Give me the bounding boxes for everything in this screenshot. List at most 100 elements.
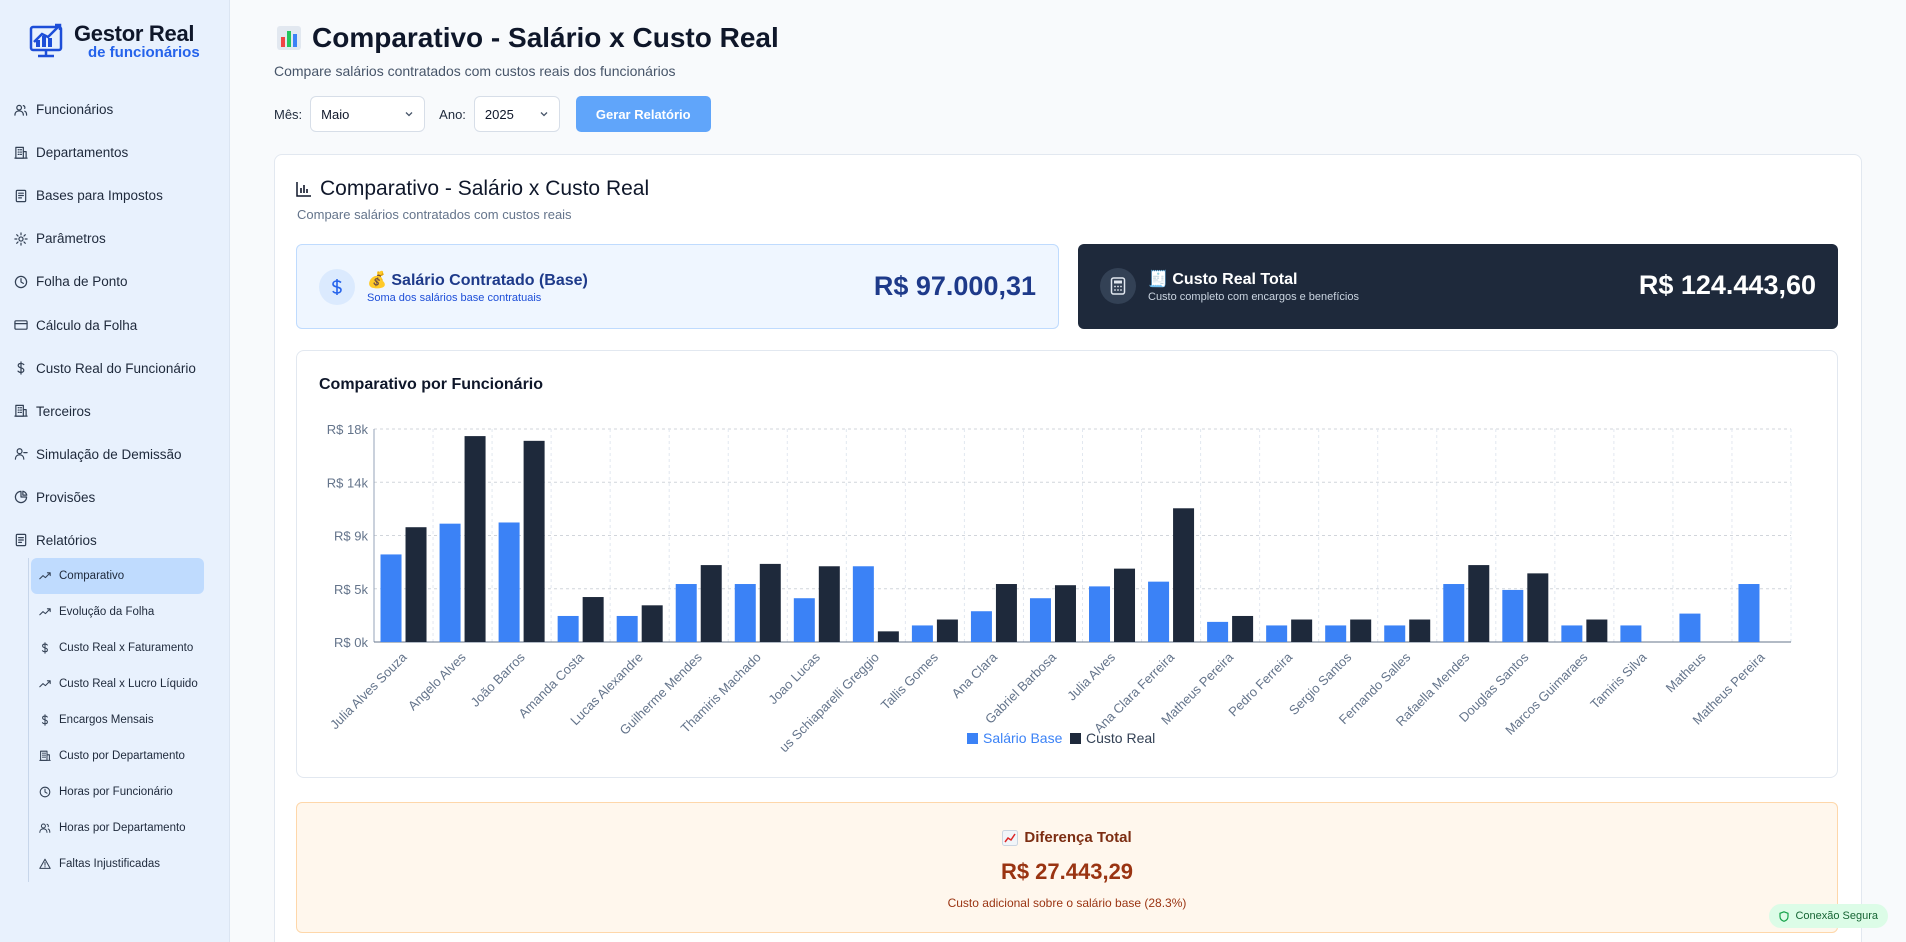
salario-base-bar[interactable] [1384,625,1406,642]
report-item-label: Encargos Mensais [59,714,154,726]
salario-base-bar[interactable] [1443,584,1465,642]
custo-real-bar[interactable] [1291,619,1313,642]
sidebar-item-label: Simulação de Demissão [36,446,182,462]
bar-chart-icon [296,182,311,197]
chevron-down-icon [405,112,413,117]
custo-real-bar[interactable] [1054,585,1076,642]
custo-real-bar[interactable] [995,584,1017,642]
report-item-custo-por-departamento[interactable]: Custo por Departamento [31,738,204,774]
salario-base-bar[interactable] [1620,625,1642,642]
real-cost-summary: 🧾 Custo Real Total Custo completo com en… [1078,244,1838,329]
report-item-label: Faltas Injustificadas [59,858,160,870]
report-item-encargos-mensais[interactable]: Encargos Mensais [31,702,204,738]
report-item-custo-real-x-lucro-liquido[interactable]: Custo Real x Lucro Líquido [31,666,204,702]
salario-base-bar[interactable] [970,611,992,642]
custo-real-bar[interactable] [818,566,840,642]
report-item-custo-real-x-faturamento[interactable]: Custo Real x Faturamento [31,630,204,666]
building-icon [14,146,28,160]
custo-real-bar[interactable] [700,565,722,642]
salario-base-bar[interactable] [734,584,756,642]
x-tick-label: Joao Lucas [765,649,823,707]
x-tick-label: Angelo Alves [405,649,469,713]
custo-real-bar[interactable] [1350,619,1372,642]
report-card: Comparativo - Salário x Custo Real Compa… [274,154,1862,942]
custo-real-bar[interactable] [464,436,486,642]
pie-icon [14,490,28,504]
custo-real-bar[interactable] [1232,615,1254,642]
sidebar-item-relatorios[interactable]: Relatórios [0,519,230,562]
custo-real-bar[interactable] [641,605,663,642]
month-select[interactable]: Maio [310,96,426,132]
report-item-faltas-injustificadas[interactable]: Faltas Injustificadas [31,846,204,882]
sidebar-item-terceiros[interactable]: Terceiros [0,390,230,433]
generate-report-button[interactable]: Gerar Relatório [575,96,711,132]
chevron-down-icon [540,112,548,117]
sidebar-item-label: Terceiros [36,403,91,419]
custo-real-bar[interactable] [1409,619,1431,642]
salario-base-bar[interactable] [1089,586,1111,642]
report-subtitle: Compare salários contratados com custos … [297,207,572,222]
custo-real-bar[interactable] [523,440,545,642]
sidebar-item-provisoes[interactable]: Provisões [0,476,230,519]
custo-real-bar[interactable] [1468,565,1490,642]
salario-base-bar[interactable] [439,523,461,642]
dollar-icon [319,269,355,305]
custo-real-bar[interactable] [936,619,958,642]
main-content: Comparativo - Salário x Custo Real Compa… [230,0,1906,942]
salario-base-bar[interactable] [1502,589,1524,642]
sidebar-item-label: Parâmetros [36,231,106,247]
sidebar-item-bases-para-impostos[interactable]: Bases para Impostos [0,174,230,217]
custo-real-bar[interactable] [405,527,427,642]
sidebar-item-label: Provisões [36,489,96,505]
custo-real-bar[interactable] [582,597,604,642]
salario-base-bar[interactable] [380,554,402,642]
salario-base-bar[interactable] [852,566,874,642]
custo-real-bar[interactable] [1173,508,1195,642]
logo-title: Gestor Real [74,21,195,46]
salario-base-bar[interactable] [557,615,579,642]
report-item-horas-por-funcionario[interactable]: Horas por Funcionário [31,774,204,810]
y-tick-label: R$ 9k [334,529,368,544]
salario-base-bar[interactable] [1679,613,1701,642]
salario-base-bar[interactable] [1207,621,1229,642]
salario-base-bar[interactable] [675,584,697,642]
difference-desc: Custo adicional sobre o salário base (28… [947,896,1187,910]
salario-base-bar[interactable] [1738,584,1760,642]
logo-chart-icon [29,23,63,58]
sidebar-item-simulacao-de-demissao[interactable]: Simulação de Demissão [0,433,230,476]
salario-base-bar[interactable] [911,625,933,642]
report-title: Comparativo - Salário x Custo Real [296,177,649,201]
custo-real-bar[interactable] [1586,619,1608,642]
page-subtitle: Compare salários contratados com custos … [274,63,676,79]
custo-real-bar[interactable] [877,631,899,642]
x-tick-label: Tamiris Silva [1587,649,1650,712]
custo-real-bar[interactable] [759,563,781,642]
sidebar-item-departamentos[interactable]: Departamentos [0,131,230,174]
salario-base-bar[interactable] [1266,625,1288,642]
custo-real-bar[interactable] [1114,568,1136,642]
salario-base-bar[interactable] [1029,598,1051,642]
salario-base-bar[interactable] [498,522,520,642]
report-item-horas-por-departamento[interactable]: Horas por Departamento [31,810,204,846]
legend-swatch-custo [1070,733,1081,744]
salario-base-bar[interactable] [1561,625,1583,642]
report-item-evolucao-da-folha[interactable]: Evolução da Folha [31,594,204,630]
app-logo[interactable]: Gestor Real de funcionários [28,22,200,62]
salario-base-bar[interactable] [1148,581,1170,642]
salario-base-bar[interactable] [1325,625,1347,642]
trend-icon [39,606,51,618]
sidebar-item-calculo-da-folha[interactable]: Cálculo da Folha [0,303,230,346]
custo-real-bar[interactable] [1527,573,1549,642]
report-item-label: Custo por Departamento [59,750,185,762]
sidebar-item-parametros[interactable]: Parâmetros [0,217,230,260]
sidebar-item-custo-real-do-funcionario[interactable]: Custo Real do Funcionário [0,347,230,390]
y-tick-label: R$ 5k [334,582,368,597]
page-title-text: Comparativo - Salário x Custo Real [312,22,779,53]
sidebar-item-folha-de-ponto[interactable]: Folha de Ponto [0,260,230,303]
sidebar-item-funcionarios[interactable]: Funcionários [0,88,230,131]
salario-base-bar[interactable] [793,598,815,642]
report-item-comparativo[interactable]: Comparativo [31,558,204,594]
clock-icon [14,275,28,289]
year-select[interactable]: 2025 [473,96,560,132]
salario-base-bar[interactable] [616,615,638,642]
